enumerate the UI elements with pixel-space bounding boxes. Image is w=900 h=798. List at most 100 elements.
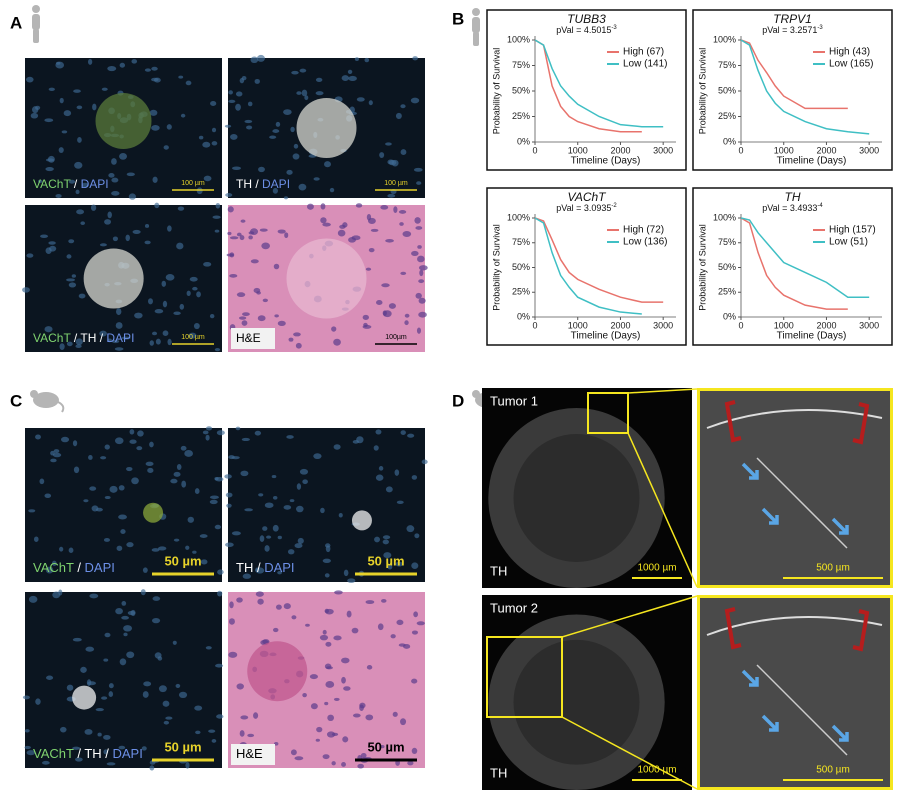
cell [129, 429, 135, 435]
cell [225, 542, 234, 548]
cell [290, 126, 295, 133]
cell [333, 697, 340, 702]
cell [68, 239, 75, 244]
cell [108, 683, 114, 689]
cell [173, 471, 181, 477]
cell [415, 292, 422, 299]
p-value-exp: -3 [611, 25, 617, 31]
cell [126, 466, 133, 472]
cell [77, 137, 82, 143]
zoom-frame [697, 595, 893, 790]
cell [126, 172, 135, 177]
cell [185, 80, 192, 86]
cell [59, 343, 65, 350]
scale-label: 50 µm [367, 553, 404, 568]
cell [291, 615, 297, 620]
y-tick-label: 75% [512, 237, 530, 247]
cell [211, 127, 217, 133]
cell [400, 718, 407, 726]
cell [152, 176, 158, 183]
cell [341, 75, 350, 81]
cell [212, 215, 221, 219]
scale-label: 100 µm [384, 180, 408, 187]
mouse-icon [30, 390, 65, 413]
cell [277, 570, 283, 575]
y-tick-label: 100% [713, 34, 736, 44]
x-axis-label: Timeline (Days) [777, 331, 847, 342]
cell [235, 91, 243, 97]
cell [52, 452, 62, 458]
cell [400, 104, 406, 109]
cell [45, 167, 54, 172]
cell [103, 749, 109, 755]
cell [418, 265, 428, 271]
cell [187, 516, 195, 523]
cell [71, 274, 77, 278]
cell [396, 500, 404, 505]
cell [95, 707, 104, 712]
cell [149, 340, 154, 346]
cell [411, 250, 419, 257]
cell [324, 701, 329, 706]
cell [140, 589, 146, 596]
cell [337, 229, 346, 237]
cell [173, 311, 181, 316]
cell [95, 507, 103, 512]
cell [118, 514, 127, 520]
p-value-text: pVal = 3.2571 [762, 25, 817, 35]
cell [211, 739, 217, 743]
cell [388, 303, 396, 309]
cell [254, 430, 262, 436]
cell [42, 760, 50, 765]
caption-part: TH [84, 746, 101, 761]
chart-title: VAChT [567, 190, 607, 204]
cell [104, 219, 112, 225]
cell [396, 619, 404, 626]
p-value: pVal = 3.0935-2 [556, 203, 617, 214]
x-tick-label: 3000 [653, 145, 673, 155]
cell [66, 341, 73, 347]
cell [214, 347, 221, 352]
cell [203, 261, 212, 267]
cell [376, 299, 383, 306]
cell [162, 300, 168, 308]
cell [294, 543, 303, 549]
cell [121, 601, 127, 606]
cell [202, 141, 211, 148]
cell [68, 547, 74, 553]
cell [75, 344, 82, 349]
cell [291, 70, 299, 75]
cell [196, 291, 201, 298]
y-tick-label: 100% [507, 212, 530, 222]
micrograph [22, 589, 224, 771]
y-axis-label: Probability of Survival [697, 48, 707, 135]
cell [186, 290, 191, 297]
cell [382, 310, 387, 316]
cell [126, 651, 135, 659]
cell [302, 693, 307, 698]
cell [414, 217, 421, 224]
cell [272, 495, 278, 500]
cell [128, 193, 136, 200]
cell [28, 509, 36, 513]
cell [258, 166, 265, 173]
cell [322, 558, 331, 563]
x-axis-label: Timeline (Days) [777, 156, 847, 167]
cell [75, 189, 80, 195]
cell [313, 177, 320, 181]
zoom-box [486, 636, 563, 718]
caption-part: / [74, 560, 85, 575]
cell [385, 142, 392, 146]
cell [107, 65, 117, 72]
panel-label: C [10, 391, 22, 410]
cell [292, 153, 300, 160]
cell [147, 467, 154, 473]
cell [185, 761, 190, 769]
cell [177, 206, 185, 211]
cell [404, 313, 410, 318]
scale-label: 50 µm [164, 553, 201, 568]
cell [305, 623, 310, 627]
cell [119, 62, 126, 68]
cell [227, 231, 232, 236]
cell [301, 89, 308, 97]
